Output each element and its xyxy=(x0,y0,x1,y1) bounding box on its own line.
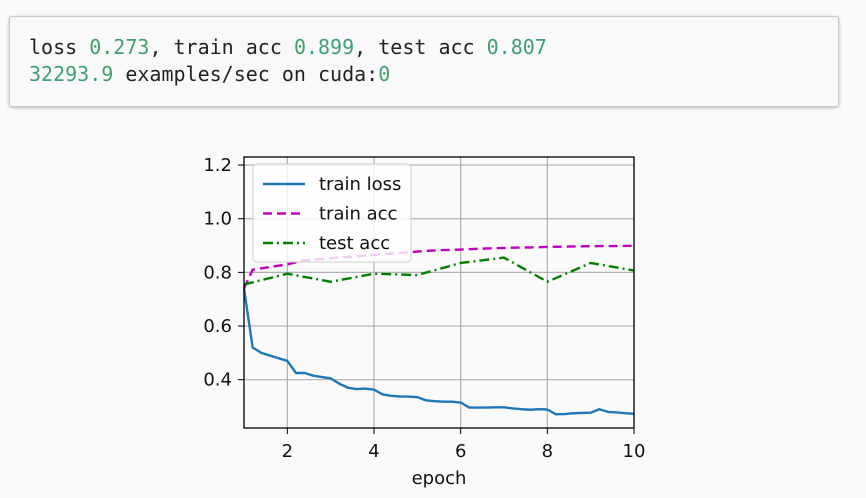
y-tick-label: 0.4 xyxy=(203,370,232,391)
y-tick-label: 0.8 xyxy=(203,262,232,283)
x-tick-label: 10 xyxy=(623,441,646,462)
y-tick-label: 1.2 xyxy=(203,155,232,176)
y-tick-label: 0.6 xyxy=(203,316,232,337)
y-tick-label: 1.0 xyxy=(203,209,232,230)
loss-label: loss xyxy=(29,35,90,59)
test-acc-label: , test acc xyxy=(354,35,487,59)
x-axis-label: epoch xyxy=(412,468,467,489)
x-tick-label: 6 xyxy=(455,441,466,462)
train-acc-value: 0.899 xyxy=(293,35,355,59)
x-tick-label: 2 xyxy=(282,441,293,462)
examples-per-sec-label: examples/sec on cuda: xyxy=(113,62,379,86)
series-line-test-acc xyxy=(243,256,635,286)
cuda-device-value: 0 xyxy=(378,62,391,86)
examples-per-sec-value: 32293.9 xyxy=(29,62,114,86)
cell-output-box: loss 0.273, train acc 0.899, test acc 0.… xyxy=(9,16,839,107)
training-summary-text: loss 0.273, train acc 0.899, test acc 0.… xyxy=(29,34,547,88)
test-acc-value: 0.807 xyxy=(486,35,547,59)
chart-series xyxy=(242,244,635,416)
train-acc-label: , train acc xyxy=(149,35,294,59)
legend-label: train acc xyxy=(319,204,397,225)
chart-legend: train loss train acc test acc xyxy=(252,163,412,263)
legend-box xyxy=(252,163,412,263)
legend-label: test acc xyxy=(319,233,390,254)
loss-value: 0.273 xyxy=(89,35,150,59)
series-line-train-loss xyxy=(242,288,635,416)
chart-ticks: 2 4 6 8 10 0.4 0.6 0.8 1.0 1.2 xyxy=(203,155,645,462)
x-tick-label: 8 xyxy=(542,441,553,462)
plot-frame xyxy=(243,156,635,429)
x-tick-label: 4 xyxy=(368,441,379,462)
legend-label: train loss xyxy=(319,174,401,195)
